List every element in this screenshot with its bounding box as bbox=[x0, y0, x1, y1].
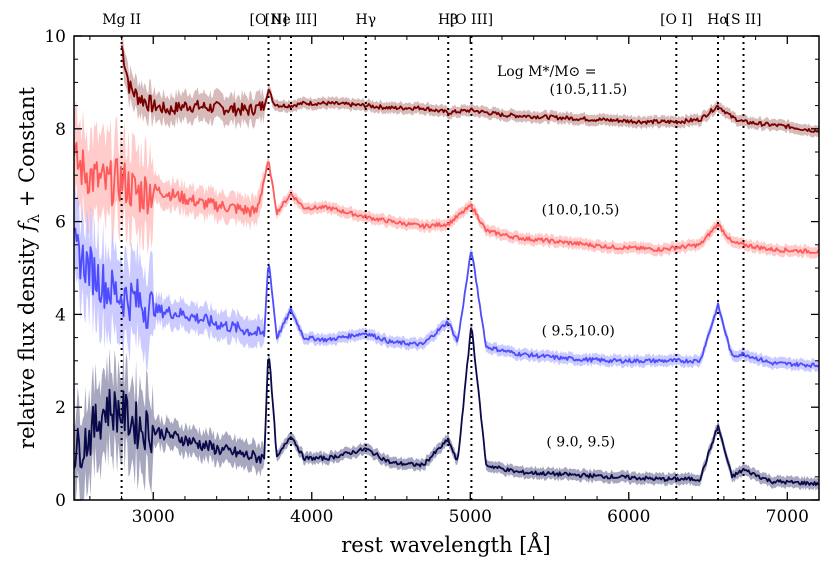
emission-line-label: [O III] bbox=[450, 12, 493, 28]
series-label: (10.0,10.5) bbox=[542, 203, 620, 219]
x-tick-label: 4000 bbox=[290, 507, 333, 527]
uncertainty-band bbox=[74, 322, 819, 500]
y-axis-title: relative flux density fλ + Constant bbox=[15, 86, 43, 448]
uncertainty-band bbox=[74, 186, 819, 373]
emission-line-label: Hγ bbox=[356, 12, 377, 28]
emission-line-label: [O I] bbox=[660, 12, 692, 28]
emission-line-label: Hα bbox=[707, 12, 729, 28]
emission-line-label: [O II] bbox=[250, 12, 288, 28]
legend-title: Log M*/M⊙ = bbox=[497, 64, 596, 80]
axis-ticks: 3000 4000 5000 6000 7000 0 2 4 6 8 10 bbox=[44, 27, 820, 527]
series-line bbox=[74, 227, 819, 369]
series-line bbox=[120, 45, 819, 134]
series-labels: (10.5,11.5) (10.0,10.5) ( 9.5,10.0) ( 9.0, … bbox=[542, 82, 628, 451]
series-label: ( 9.0, 9.5) bbox=[546, 435, 615, 451]
x-tick-label: 6000 bbox=[607, 507, 650, 527]
y-tick-label: 4 bbox=[55, 305, 66, 325]
y-tick-label: 10 bbox=[44, 27, 66, 47]
y-tick-label: 8 bbox=[55, 120, 66, 140]
x-tick-label: 7000 bbox=[766, 507, 809, 527]
x-tick-label: 5000 bbox=[449, 507, 492, 527]
emission-line-label: [Ne III] bbox=[265, 12, 318, 28]
y-tick-label: 6 bbox=[55, 213, 66, 233]
series-label: (10.5,11.5) bbox=[550, 82, 628, 98]
series-line bbox=[74, 327, 819, 487]
emission-line-markers: Mg II [O II][Ne III] Hγ Hβ[O III] [O I] Hα[S … bbox=[102, 12, 762, 500]
emission-line-label: Mg II bbox=[102, 12, 141, 28]
series-line bbox=[74, 141, 819, 255]
series-lines bbox=[74, 45, 819, 487]
uncertainty-band bbox=[121, 36, 819, 139]
y-tick-label: 0 bbox=[55, 491, 66, 511]
x-tick-label: 3000 bbox=[132, 507, 175, 527]
y-tick-label: 2 bbox=[55, 398, 66, 418]
emission-line-label: Hβ bbox=[438, 12, 458, 28]
emission-line-label: [S II] bbox=[725, 12, 761, 28]
series-label: ( 9.5,10.0) bbox=[542, 323, 615, 339]
x-axis-title: rest wavelength [Å] bbox=[341, 532, 550, 557]
